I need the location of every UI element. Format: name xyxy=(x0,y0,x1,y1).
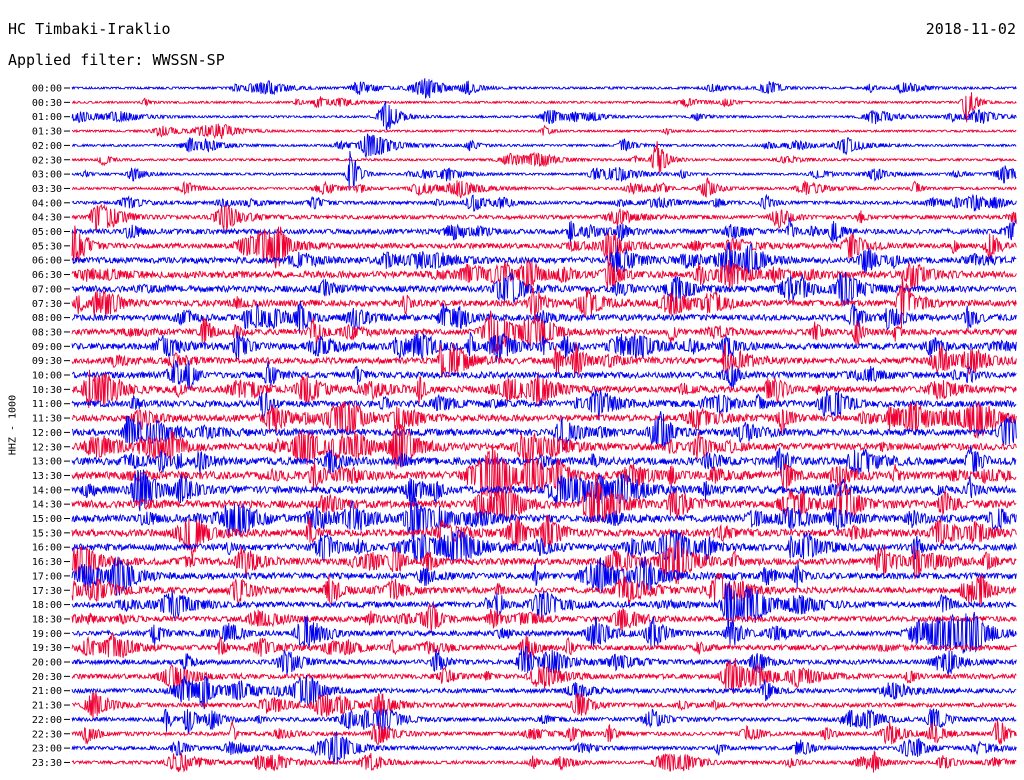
row-time-label: 14:30 xyxy=(32,500,62,511)
seismic-trace xyxy=(71,242,1017,276)
row-time-label: 04:30 xyxy=(32,213,62,224)
seismic-trace xyxy=(71,581,1017,630)
seismic-trace xyxy=(71,514,1017,560)
seismic-trace xyxy=(71,731,1017,765)
filter-label: Applied filter: WWSSN-SP xyxy=(8,51,225,69)
row-time-label: 01:30 xyxy=(32,127,62,138)
seismic-trace xyxy=(71,645,1017,676)
row-time-label: 02:00 xyxy=(32,141,62,152)
row-time-label: 10:00 xyxy=(32,371,62,382)
row-time-label: 20:30 xyxy=(32,672,62,683)
seismic-trace xyxy=(71,529,1017,563)
seismic-trace xyxy=(71,78,1017,99)
seismic-trace xyxy=(71,150,1017,190)
row-time-label: 17:30 xyxy=(32,586,62,597)
row-time-label: 21:00 xyxy=(32,686,62,697)
row-time-label: 12:30 xyxy=(32,442,62,453)
seismic-trace xyxy=(72,123,1017,140)
seismic-trace xyxy=(71,707,1017,735)
seismic-trace xyxy=(71,217,1017,247)
seismic-trace xyxy=(71,411,1017,451)
row-time-label: 16:00 xyxy=(32,543,62,554)
row-time-label: 12:00 xyxy=(32,428,62,439)
seismic-trace xyxy=(71,193,1017,212)
seismic-trace xyxy=(71,556,1017,596)
seismic-trace xyxy=(71,675,1017,710)
row-time-label: 23:30 xyxy=(32,758,62,769)
seismic-trace xyxy=(71,277,1017,329)
row-time-label: 02:30 xyxy=(32,155,62,166)
row-time-label: 05:00 xyxy=(32,227,62,238)
row-time-label: 18:00 xyxy=(32,600,62,611)
row-time-label: 20:00 xyxy=(32,658,62,669)
row-time-label: 16:30 xyxy=(32,557,62,568)
row-time-label: 19:30 xyxy=(32,643,62,654)
seismic-trace xyxy=(71,341,1017,379)
seismic-trace xyxy=(71,540,1017,585)
row-time-label: 03:30 xyxy=(32,184,62,195)
row-time-label: 04:00 xyxy=(32,198,62,209)
seismic-trace xyxy=(71,691,1017,720)
seismic-trace xyxy=(71,141,1017,174)
row-time-label: 22:30 xyxy=(32,729,62,740)
row-time-label: 05:30 xyxy=(32,241,62,252)
row-time-label: 01:00 xyxy=(32,112,62,123)
seismic-trace xyxy=(71,369,1017,408)
seismic-trace xyxy=(71,203,1017,231)
row-time-label: 19:00 xyxy=(32,629,62,640)
station-title: HC Timbaki-Iraklio xyxy=(8,20,171,38)
row-time-label: 00:30 xyxy=(32,98,62,109)
row-time-label: 00:00 xyxy=(32,84,62,95)
row-time-label: 15:30 xyxy=(32,528,62,539)
seismic-trace xyxy=(71,331,1017,363)
seismic-trace xyxy=(71,469,1017,512)
row-time-label: 07:30 xyxy=(32,299,62,310)
row-time-label: 09:00 xyxy=(32,342,62,353)
row-time-label: 08:00 xyxy=(32,313,62,324)
row-time-label: 03:00 xyxy=(32,170,62,181)
seismic-trace xyxy=(71,271,1017,307)
row-time-label: 18:30 xyxy=(32,614,62,625)
seismic-trace xyxy=(71,388,1017,421)
seismic-trace xyxy=(71,301,1017,334)
row-time-label: 23:00 xyxy=(32,744,62,755)
seismic-trace xyxy=(71,225,1017,269)
row-time-label: 08:30 xyxy=(32,327,62,338)
row-time-label: 22:00 xyxy=(32,715,62,726)
seismic-trace xyxy=(71,359,1017,391)
seismic-trace xyxy=(71,401,1017,439)
seismic-trace xyxy=(71,177,1017,199)
row-time-label: 13:00 xyxy=(32,457,62,468)
row-time-label: 06:00 xyxy=(32,256,62,267)
seismic-trace xyxy=(71,444,1017,477)
seismic-trace xyxy=(71,424,1017,470)
row-time-label: 14:00 xyxy=(32,485,62,496)
seismic-trace xyxy=(71,604,1017,633)
date-label: 2018-11-02 xyxy=(925,20,1016,38)
seismic-trace xyxy=(71,657,1017,695)
seismic-trace xyxy=(71,477,1017,524)
seismic-trace xyxy=(71,719,1017,746)
row-time-label: 06:30 xyxy=(32,270,62,281)
seismic-trace xyxy=(71,101,1017,131)
row-time-label: 21:30 xyxy=(32,701,62,712)
row-time-label: 11:30 xyxy=(32,414,62,425)
seismic-trace xyxy=(71,750,1017,773)
seismic-trace xyxy=(71,92,1017,123)
row-time-label: 07:00 xyxy=(32,284,62,295)
row-time-label: 10:30 xyxy=(32,385,62,396)
row-time-label: 17:00 xyxy=(32,571,62,582)
seismic-trace xyxy=(71,632,1017,661)
row-time-label: 11:00 xyxy=(32,399,62,410)
row-time-label: 09:30 xyxy=(32,356,62,367)
seismic-trace xyxy=(71,259,1017,293)
row-time-label: 15:00 xyxy=(32,514,62,525)
row-time-label: 13:30 xyxy=(32,471,62,482)
seismic-trace xyxy=(71,443,1017,502)
seismic-trace xyxy=(71,612,1017,654)
seismic-trace xyxy=(71,133,1017,159)
seismic-trace xyxy=(71,310,1017,355)
